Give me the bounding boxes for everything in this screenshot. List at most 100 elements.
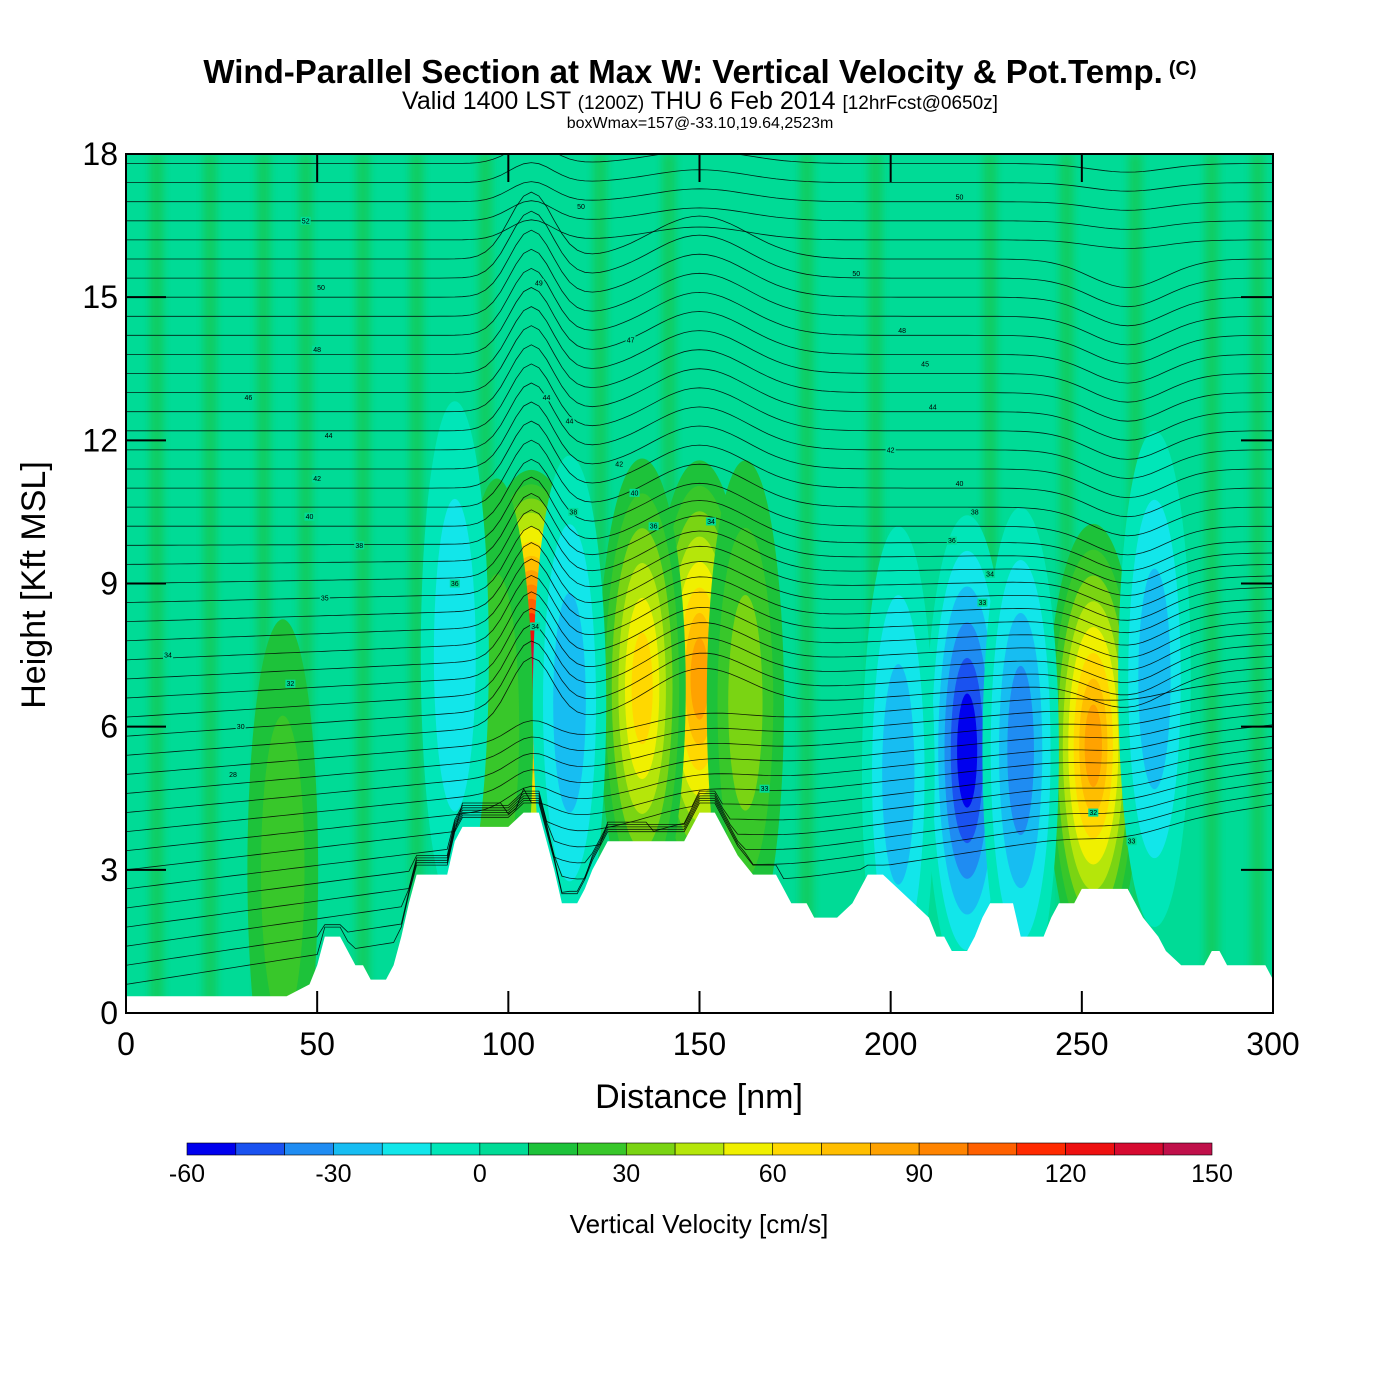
contour-label: 38 xyxy=(569,509,577,516)
isentrope-line xyxy=(126,701,1273,813)
contour-label: 36 xyxy=(650,524,658,531)
contour-label: 34 xyxy=(986,571,994,578)
contour-label: 44 xyxy=(325,433,333,440)
y-tick-label: 3 xyxy=(100,852,118,888)
velocity-isoband xyxy=(728,595,763,811)
colorbar-swatch xyxy=(1016,1142,1066,1156)
potential-temperature-contours xyxy=(126,154,1273,985)
contour-label: 45 xyxy=(921,361,929,368)
x-tick-label: 200 xyxy=(864,1026,917,1062)
x-tick-label: 100 xyxy=(482,1026,535,1062)
colorbar-swatch xyxy=(1114,1142,1164,1156)
isentrope-line xyxy=(126,724,1273,852)
contour-label: 44 xyxy=(543,395,551,402)
updraft-cell xyxy=(247,619,319,1013)
weak-updraft-band xyxy=(1204,154,1219,1013)
isentrope-line xyxy=(126,558,1273,642)
colorbar-swatch xyxy=(333,1142,383,1156)
isentrope-line xyxy=(126,181,1273,211)
colorbar-tick-label: -30 xyxy=(315,1160,351,1188)
velocity-isoband xyxy=(1007,665,1034,836)
contour-label: 33 xyxy=(979,600,987,607)
colorbar-swatch xyxy=(967,1142,1018,1156)
x-tick-label: 300 xyxy=(1246,1026,1299,1062)
contour-label-box xyxy=(969,507,980,516)
isentrope-line xyxy=(126,420,1273,518)
colorbar-tick-label: 60 xyxy=(759,1160,787,1188)
contour-label: 40 xyxy=(306,514,314,521)
isentrope-line xyxy=(126,747,1273,890)
potential-temperature-labels: 52 50 50 50 49 50 48 47 48 46 44 45 44 44 44 42 42 42 40 40… xyxy=(163,192,1137,846)
colorbar-tick-label: 150 xyxy=(1191,1160,1233,1188)
isentrope-line xyxy=(126,640,1273,737)
isentrope-line xyxy=(126,287,1273,384)
colorbar-tick-label: -60 xyxy=(169,1160,205,1188)
contour-label-box xyxy=(533,278,544,287)
isentrope-line xyxy=(126,458,1273,556)
contour-label: 36 xyxy=(451,581,459,588)
contour-label: 34 xyxy=(707,519,715,526)
contour-label-box xyxy=(897,326,908,335)
x-tick-label: 50 xyxy=(299,1026,335,1062)
chart-title: Wind-Parallel Section at Max W: Vertical… xyxy=(203,53,1197,90)
isentrope-line xyxy=(126,476,1273,572)
contour-label-box xyxy=(312,345,323,354)
y-tick-label: 9 xyxy=(100,566,118,602)
colorbar-tick-label: 90 xyxy=(905,1160,933,1188)
contour-label-box xyxy=(323,431,334,440)
contour-label-box xyxy=(575,202,586,211)
chart-subtitle: Valid 1400 LST (1200Z) THU 6 Feb 2014 [1… xyxy=(402,87,998,115)
colorbar-swatch xyxy=(1162,1142,1213,1156)
contour-label: 32 xyxy=(287,681,295,688)
colorbar-swatch xyxy=(625,1142,676,1156)
contour-label: 33 xyxy=(761,786,769,793)
contour-label-box xyxy=(1088,808,1099,817)
isentrope-line xyxy=(126,690,1273,794)
contour-label-box xyxy=(920,359,931,368)
velocity-isoband xyxy=(260,715,305,1013)
colorbar-swatch xyxy=(918,1142,969,1156)
contour-label-box xyxy=(235,722,246,731)
isentrope-line xyxy=(126,382,1273,479)
y-tick-label: 6 xyxy=(100,709,118,745)
contour-label-box xyxy=(885,445,896,454)
x-axis-title: Distance [nm] xyxy=(595,1078,803,1116)
contour-label-box xyxy=(625,336,636,345)
x-tick-label: 150 xyxy=(673,1026,726,1062)
contour-label-box xyxy=(541,393,552,402)
isentrope-line xyxy=(126,802,1273,985)
velocity-isoband xyxy=(690,638,709,720)
contour-label-box xyxy=(614,460,625,469)
terrain-mask xyxy=(126,812,1273,1013)
isentrope-line xyxy=(126,363,1273,460)
colorbar-swatch xyxy=(821,1142,871,1156)
isentrope-line xyxy=(126,525,1273,609)
weak-updraft-band xyxy=(203,154,218,1013)
downdraft-cell xyxy=(862,526,935,1013)
colorbar-swatch xyxy=(723,1142,774,1156)
contour-label-box xyxy=(568,507,579,516)
contour-label-box xyxy=(629,488,640,497)
isentrope-line xyxy=(126,325,1273,422)
colorbar-tick-label: 120 xyxy=(1045,1160,1087,1188)
contour-label: 50 xyxy=(956,194,964,201)
contour-label-box xyxy=(304,512,315,521)
colorbar-swatch xyxy=(772,1142,822,1156)
contour-label: 38 xyxy=(971,509,979,516)
contour-label: 28 xyxy=(229,772,237,779)
colorbar-swatch xyxy=(528,1142,578,1156)
updraft-cell xyxy=(1046,523,1141,968)
contour-label: 44 xyxy=(566,419,574,426)
contour-label: 47 xyxy=(627,338,635,345)
contour-label: 33 xyxy=(1128,839,1136,846)
isentrope-line xyxy=(126,229,1273,327)
velocity-isoband xyxy=(957,693,978,808)
contour-label-box xyxy=(449,579,460,588)
colorbar-swatch xyxy=(284,1142,334,1156)
contour-label: 44 xyxy=(929,404,937,411)
x-tick-label: 0 xyxy=(117,1026,135,1062)
isentrope-line xyxy=(126,401,1273,499)
contour-label: 38 xyxy=(355,543,363,550)
title-block: Wind-Parallel Section at Max W: Vertical… xyxy=(0,50,1400,132)
